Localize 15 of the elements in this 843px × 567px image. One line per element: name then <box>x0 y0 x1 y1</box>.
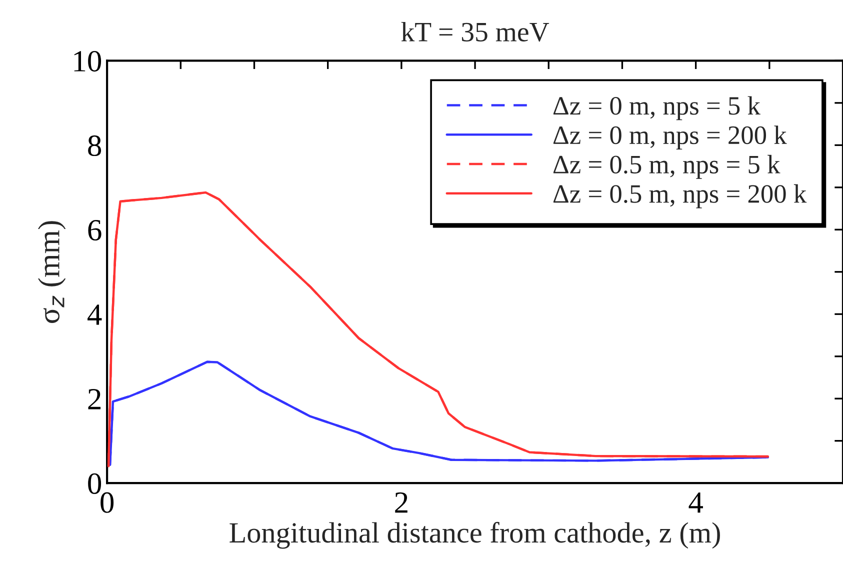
legend-label: Δz = 0.5 m, nps = 5 k <box>553 154 780 179</box>
y-tick-label: 10 <box>74 50 102 72</box>
y-tick-label: 4 <box>88 304 102 325</box>
legend-label: Δz = 0 m, nps = 200 k <box>553 126 787 150</box>
y-tick-label: 0 <box>88 473 102 494</box>
legend-label: Δz = 0 m, nps = 5 k <box>553 96 760 120</box>
y-tick-label: 6 <box>88 220 102 241</box>
legend-label: Δz = 0.5 m, nps = 200 k <box>553 184 807 208</box>
x-axis-title: Longitudinal distance from cathode, z (m) <box>230 522 720 549</box>
x-tick-label: 2 <box>395 492 408 513</box>
chart-title: kT = 35 meV <box>401 22 550 42</box>
y-axis-title: σ$_{z}$ (mm) <box>38 221 66 323</box>
x-tick-label: 4 <box>688 492 703 513</box>
y-tick-label: 8 <box>88 135 102 156</box>
y-tick-label: 2 <box>88 388 101 410</box>
